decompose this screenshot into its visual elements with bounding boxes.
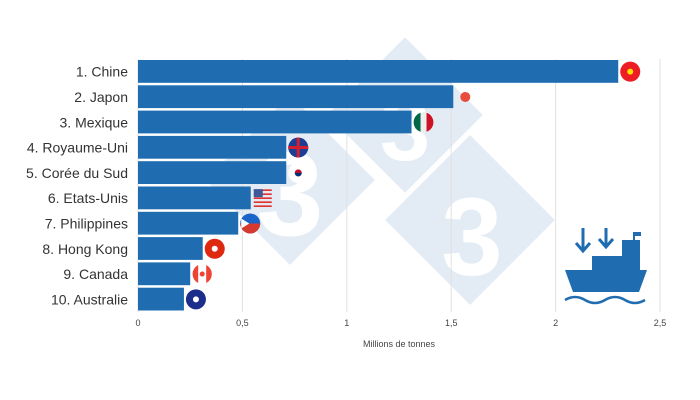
bar bbox=[138, 186, 251, 210]
x-tick-label: 0 bbox=[135, 318, 140, 328]
bar bbox=[138, 60, 619, 83]
united-kingdom-flag-icon bbox=[288, 137, 309, 158]
x-axis-label: Millions de tonnes bbox=[363, 339, 436, 349]
bar bbox=[138, 287, 184, 311]
x-tick-label: 1 bbox=[344, 318, 349, 328]
china-flag-icon bbox=[620, 61, 641, 82]
category-label: 8. Hong Kong bbox=[42, 241, 128, 257]
svg-text:3: 3 bbox=[441, 176, 502, 299]
category-label: 3. Mexique bbox=[60, 114, 129, 130]
philippines-flag-icon bbox=[240, 213, 261, 234]
bar bbox=[138, 237, 203, 260]
x-tick-label: 2 bbox=[553, 318, 558, 328]
bar bbox=[138, 135, 287, 159]
mexico-flag-icon bbox=[413, 112, 434, 133]
category-label: 2. Japon bbox=[74, 89, 128, 105]
category-label: 7. Philippines bbox=[45, 215, 128, 231]
category-label: 5. Corée du Sud bbox=[26, 165, 128, 181]
united-states-flag-icon bbox=[252, 188, 273, 209]
hong-kong-flag-icon bbox=[204, 238, 225, 259]
south-korea-flag-icon bbox=[288, 162, 309, 183]
x-tick-label: 1,5 bbox=[445, 318, 458, 328]
japan-flag-icon bbox=[460, 91, 471, 102]
category-label: 6. Etats-Unis bbox=[48, 190, 128, 206]
category-label: 1. Chine bbox=[76, 64, 128, 80]
bar bbox=[138, 211, 239, 235]
cargo-ship-icon bbox=[564, 228, 647, 305]
category-label: 10. Australie bbox=[51, 291, 128, 307]
bar bbox=[138, 85, 454, 109]
bar bbox=[138, 262, 191, 286]
x-tick-label: 0,5 bbox=[236, 318, 249, 328]
bar bbox=[138, 110, 412, 134]
category-label: 9. Canada bbox=[63, 266, 128, 282]
category-label: 4. Royaume-Uni bbox=[27, 140, 128, 156]
canada-flag-icon bbox=[192, 264, 213, 285]
australia-flag-icon bbox=[185, 289, 206, 310]
x-tick-label: 2,5 bbox=[654, 318, 667, 328]
bar bbox=[138, 161, 287, 184]
